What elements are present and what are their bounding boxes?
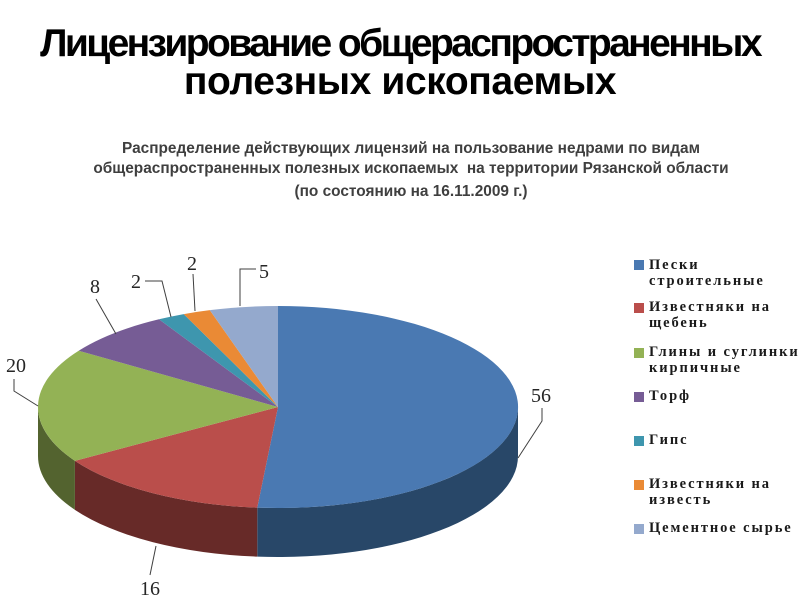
svg-text:16: 16 (140, 578, 160, 600)
svg-text:5: 5 (259, 261, 269, 283)
svg-text:2: 2 (187, 253, 197, 275)
svg-text:8: 8 (90, 276, 100, 298)
svg-text:56: 56 (531, 385, 551, 407)
svg-text:20: 20 (6, 355, 26, 377)
svg-text:2: 2 (131, 271, 141, 293)
